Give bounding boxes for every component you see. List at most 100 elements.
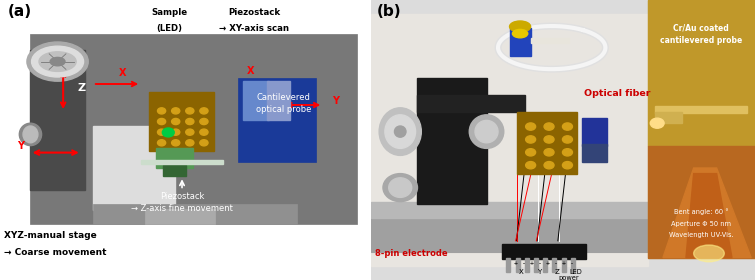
Bar bbox=[267, 81, 290, 120]
Circle shape bbox=[171, 108, 180, 114]
Bar bbox=[243, 81, 270, 120]
Bar bbox=[517, 112, 577, 174]
Bar bbox=[145, 209, 215, 224]
Text: Optical fiber: Optical fiber bbox=[584, 89, 650, 98]
Text: LED: LED bbox=[569, 269, 582, 275]
Bar bbox=[371, 218, 648, 252]
Bar bbox=[141, 160, 223, 164]
Circle shape bbox=[158, 118, 165, 125]
Circle shape bbox=[162, 128, 174, 137]
Ellipse shape bbox=[20, 123, 42, 146]
Circle shape bbox=[171, 129, 180, 135]
Circle shape bbox=[544, 136, 554, 143]
Text: Aperture Φ 50 nm: Aperture Φ 50 nm bbox=[671, 221, 732, 227]
Text: X: X bbox=[119, 68, 126, 78]
Circle shape bbox=[158, 129, 165, 135]
Text: → XY-axis scan: → XY-axis scan bbox=[220, 24, 289, 33]
Bar bbox=[525, 258, 528, 272]
Text: 8-pin electrode: 8-pin electrode bbox=[375, 249, 448, 258]
Bar bbox=[562, 258, 565, 272]
Text: Wavelength UV-Vis.: Wavelength UV-Vis. bbox=[669, 232, 734, 238]
Bar bbox=[156, 148, 193, 168]
Ellipse shape bbox=[389, 178, 411, 197]
Bar bbox=[93, 126, 174, 210]
Circle shape bbox=[562, 136, 572, 143]
Circle shape bbox=[650, 118, 664, 128]
Circle shape bbox=[525, 123, 535, 130]
Text: X: X bbox=[519, 269, 523, 275]
Circle shape bbox=[544, 123, 554, 130]
Polygon shape bbox=[686, 174, 732, 258]
Text: Z: Z bbox=[554, 269, 559, 275]
Circle shape bbox=[200, 118, 208, 125]
Text: cantilevered probe: cantilevered probe bbox=[660, 36, 742, 45]
Text: X: X bbox=[247, 66, 254, 76]
Ellipse shape bbox=[27, 42, 88, 81]
Bar bbox=[648, 146, 755, 258]
Circle shape bbox=[562, 162, 572, 169]
Ellipse shape bbox=[394, 126, 406, 137]
Circle shape bbox=[158, 140, 165, 146]
Bar bbox=[418, 95, 525, 112]
Text: → Z-axis fine movement: → Z-axis fine movement bbox=[131, 204, 233, 213]
Text: Z: Z bbox=[78, 83, 86, 93]
Circle shape bbox=[525, 136, 535, 143]
Circle shape bbox=[525, 162, 535, 169]
Text: Piezostack: Piezostack bbox=[160, 192, 204, 201]
Text: Sample: Sample bbox=[151, 8, 187, 17]
Circle shape bbox=[544, 162, 554, 169]
Ellipse shape bbox=[510, 21, 531, 32]
Bar bbox=[93, 204, 297, 224]
Bar bbox=[571, 258, 575, 272]
Text: Bent angle: 60 °: Bent angle: 60 ° bbox=[674, 208, 729, 215]
Bar bbox=[582, 144, 607, 162]
Ellipse shape bbox=[39, 52, 76, 71]
Text: → Coarse movement: → Coarse movement bbox=[4, 248, 106, 257]
Ellipse shape bbox=[23, 126, 38, 143]
Bar bbox=[149, 92, 214, 151]
Circle shape bbox=[186, 118, 194, 125]
Ellipse shape bbox=[379, 108, 421, 155]
Ellipse shape bbox=[694, 245, 724, 262]
Bar bbox=[655, 106, 747, 113]
Bar bbox=[655, 112, 682, 123]
Text: (b): (b) bbox=[378, 4, 402, 19]
Bar bbox=[238, 78, 316, 162]
Text: Cr/Au coated: Cr/Au coated bbox=[673, 24, 729, 32]
Bar bbox=[582, 118, 607, 146]
Circle shape bbox=[200, 129, 208, 135]
Ellipse shape bbox=[470, 115, 504, 148]
Text: + - + - + - + -: + - + - + - + - bbox=[514, 260, 574, 266]
Ellipse shape bbox=[475, 120, 498, 143]
Bar bbox=[510, 28, 531, 56]
Text: Y: Y bbox=[537, 269, 541, 275]
Circle shape bbox=[525, 149, 535, 156]
Text: (a): (a) bbox=[8, 4, 32, 19]
Bar bbox=[516, 258, 519, 272]
Ellipse shape bbox=[513, 29, 528, 38]
Polygon shape bbox=[663, 168, 751, 258]
Text: Cantilevered
optical probe: Cantilevered optical probe bbox=[256, 93, 312, 114]
Bar bbox=[534, 258, 538, 272]
Circle shape bbox=[186, 129, 194, 135]
Bar bbox=[371, 202, 648, 218]
Circle shape bbox=[186, 108, 194, 114]
Circle shape bbox=[562, 149, 572, 156]
Text: Piezostack: Piezostack bbox=[228, 8, 281, 17]
Circle shape bbox=[200, 108, 208, 114]
Text: XYZ-manual stage: XYZ-manual stage bbox=[4, 231, 97, 240]
Ellipse shape bbox=[50, 57, 65, 66]
Bar bbox=[544, 258, 547, 272]
Bar bbox=[29, 50, 85, 190]
Bar bbox=[163, 165, 186, 176]
Ellipse shape bbox=[385, 115, 415, 148]
Bar bbox=[418, 78, 486, 204]
Text: Y: Y bbox=[332, 96, 340, 106]
Circle shape bbox=[200, 140, 208, 146]
Text: power: power bbox=[558, 275, 578, 280]
Bar bbox=[553, 258, 556, 272]
Bar bbox=[648, 0, 755, 258]
Bar bbox=[29, 34, 356, 224]
Bar bbox=[648, 0, 755, 146]
Bar bbox=[502, 244, 586, 259]
